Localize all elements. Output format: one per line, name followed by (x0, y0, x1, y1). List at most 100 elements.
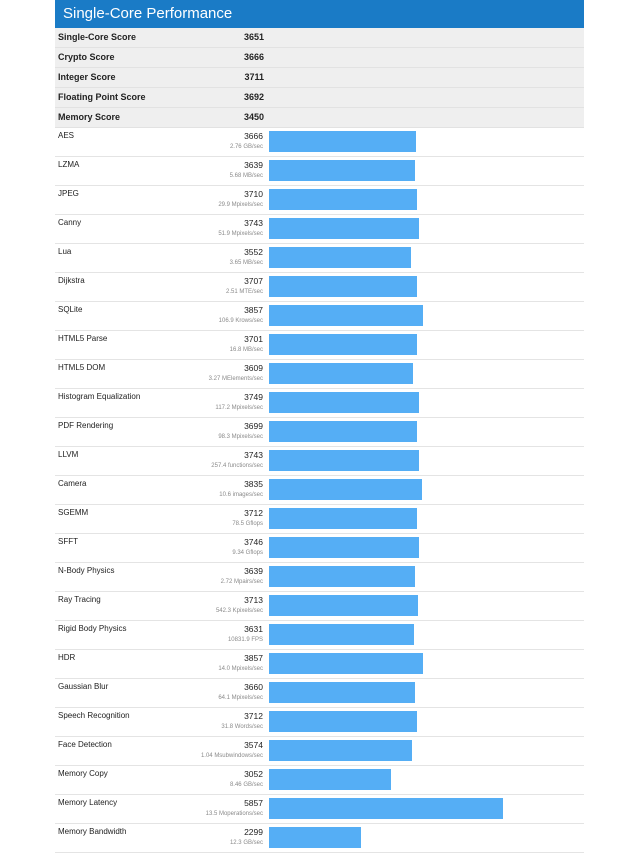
summary-label: Memory Score (58, 112, 121, 122)
benchmark-unit: 51.9 Mpixels/sec (218, 231, 263, 237)
benchmark-row: Memory Latency 5857 13.5 Moperations/sec (55, 795, 584, 824)
benchmark-score: 3710 (244, 189, 263, 199)
summary-table: Single-Core Score 3651 Crypto Score 3666 Int… (55, 28, 584, 128)
benchmark-name: Dijkstra (58, 276, 85, 285)
benchmark-row: AES 3666 2.76 GB/sec (55, 128, 584, 157)
benchmark-unit: 2.51 MTE/sec (225, 289, 263, 295)
score-bar-track (269, 450, 569, 471)
score-bar-track (269, 595, 569, 616)
benchmark-unit: 64.1 Mpixels/sec (218, 695, 263, 701)
benchmark-unit: 13.5 Moperations/sec (205, 811, 263, 817)
score-bar (269, 711, 417, 732)
benchmark-unit: 29.9 Mpixels/sec (218, 202, 263, 208)
summary-row: Integer Score 3711 (55, 68, 584, 88)
benchmark-row: Memory Copy 3052 8.46 GB/sec (55, 766, 584, 795)
benchmark-name: Histogram Equalization (58, 392, 141, 401)
benchmark-score: 3639 (244, 566, 263, 576)
score-bar (269, 537, 419, 558)
benchmark-score: 3699 (244, 421, 263, 431)
score-bar-track (269, 798, 569, 819)
summary-label: Floating Point Score (58, 92, 146, 102)
score-bar-track (269, 711, 569, 732)
summary-value: 3711 (244, 72, 264, 82)
score-bar-track (269, 276, 569, 297)
benchmark-name: HTML5 DOM (58, 363, 106, 372)
benchmark-score: 3712 (244, 508, 263, 518)
score-bar-track (269, 131, 569, 152)
score-bar (269, 508, 417, 529)
score-bar-track (269, 827, 569, 848)
benchmark-row: Memory Bandwidth 2299 12.3 GB/sec (55, 824, 584, 853)
benchmark-row: SQLite 3857 106.9 Krows/sec (55, 302, 584, 331)
benchmark-name: SQLite (58, 305, 83, 314)
benchmark-row: Rigid Body Physics 3631 10831.9 FPS (55, 621, 584, 650)
score-bar-track (269, 740, 569, 761)
benchmark-name: Face Detection (58, 740, 112, 749)
benchmark-score: 3712 (244, 711, 263, 721)
benchmark-row: Camera 3835 10.6 images/sec (55, 476, 584, 505)
score-bar (269, 624, 414, 645)
benchmark-name: N-Body Physics (58, 566, 115, 575)
score-bar (269, 305, 423, 326)
benchmark-name: Memory Copy (58, 769, 108, 778)
benchmark-row: HTML5 Parse 3701 16.8 MB/sec (55, 331, 584, 360)
benchmark-name: HDR (58, 653, 76, 662)
benchmark-row: Histogram Equalization 3749 117.2 Mpixels/… (55, 389, 584, 418)
summary-row: Single-Core Score 3651 (55, 28, 584, 48)
score-bar (269, 421, 417, 442)
benchmark-unit: 2.76 GB/sec (229, 144, 263, 150)
benchmark-score: 2299 (244, 827, 263, 837)
benchmark-score: 3666 (244, 131, 263, 141)
benchmark-row: Canny 3743 51.9 Mpixels/sec (55, 215, 584, 244)
benchmark-name: SFFT (58, 537, 78, 546)
benchmark-unit: 257.4 functions/sec (211, 463, 263, 469)
benchmark-unit: 3.65 MB/sec (229, 260, 263, 266)
score-bar-track (269, 189, 569, 210)
score-bar (269, 827, 361, 848)
score-bar-track (269, 247, 569, 268)
score-bar (269, 131, 416, 152)
single-core-panel: Single-Core Performance Single-Core Scor… (55, 0, 584, 853)
benchmark-unit: 9.34 Gflops (232, 550, 263, 556)
score-bar (269, 218, 419, 239)
benchmark-row: N-Body Physics 3639 2.72 Mpairs/sec (55, 563, 584, 592)
benchmark-row: SGEMM 3712 78.5 Gflops (55, 505, 584, 534)
benchmark-score: 3707 (244, 276, 263, 286)
summary-label: Crypto Score (58, 52, 115, 62)
benchmark-score: 3639 (244, 160, 263, 170)
benchmark-score: 3574 (244, 740, 263, 750)
benchmark-name: SGEMM (58, 508, 89, 517)
benchmark-row: Gaussian Blur 3660 64.1 Mpixels/sec (55, 679, 584, 708)
benchmark-score: 3749 (244, 392, 263, 402)
benchmark-name: LLVM (58, 450, 79, 459)
benchmark-name: Memory Latency (58, 798, 118, 807)
summary-value: 3651 (243, 32, 264, 42)
summary-value: 3450 (243, 112, 264, 122)
benchmark-unit: 12.3 GB/sec (229, 840, 263, 846)
score-bar (269, 566, 415, 587)
benchmark-name: Lua (58, 247, 72, 256)
benchmark-score: 3746 (244, 537, 263, 547)
benchmark-name: LZMA (58, 160, 80, 169)
benchmark-unit: 14.0 Mpixels/sec (218, 666, 263, 672)
benchmark-row: LLVM 3743 257.4 functions/sec (55, 447, 584, 476)
benchmark-name: JPEG (58, 189, 79, 198)
score-bar-track (269, 421, 569, 442)
benchmark-row: Ray Tracing 3713 542.3 Kpixels/sec (55, 592, 584, 621)
benchmark-unit: 78.5 Gflops (232, 521, 263, 527)
score-bar (269, 247, 411, 268)
score-bar-track (269, 624, 569, 645)
summary-value: 3692 (243, 92, 264, 102)
summary-row: Crypto Score 3666 (55, 48, 584, 68)
summary-row: Floating Point Score 3692 (55, 88, 584, 108)
benchmark-score: 3660 (244, 682, 263, 692)
score-bar (269, 682, 415, 703)
benchmark-name: Gaussian Blur (58, 682, 109, 691)
summary-label: Single-Core Score (58, 32, 137, 42)
benchmark-name: Speech Recognition (58, 711, 130, 720)
score-bar (269, 653, 423, 674)
benchmark-unit: 98.3 Mpixels/sec (218, 434, 263, 440)
score-bar (269, 363, 413, 384)
score-bar (269, 740, 412, 761)
score-bar (269, 276, 417, 297)
